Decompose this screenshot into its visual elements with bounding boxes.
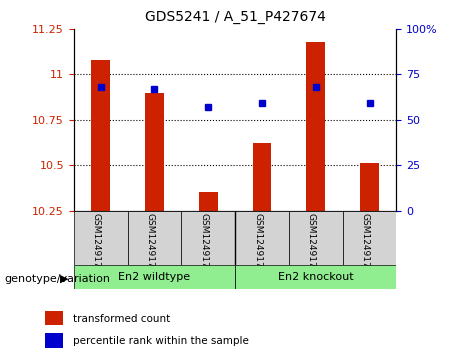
Bar bbox=[91, 60, 110, 211]
Text: GSM1249173: GSM1249173 bbox=[199, 213, 208, 274]
Text: GSM1249171: GSM1249171 bbox=[92, 213, 100, 274]
Bar bbox=[307, 42, 325, 211]
Bar bbox=[145, 93, 164, 211]
Text: En2 wildtype: En2 wildtype bbox=[118, 272, 190, 282]
Text: GSM1249174: GSM1249174 bbox=[253, 213, 262, 274]
Bar bbox=[181, 211, 235, 265]
Text: GSM1249176: GSM1249176 bbox=[361, 213, 370, 274]
Text: transformed count: transformed count bbox=[73, 314, 171, 324]
Bar bbox=[235, 265, 396, 289]
Bar bbox=[45, 334, 63, 348]
Bar bbox=[343, 211, 396, 265]
Bar bbox=[128, 211, 181, 265]
Text: ▶: ▶ bbox=[60, 274, 68, 284]
Text: genotype/variation: genotype/variation bbox=[5, 274, 111, 284]
Bar bbox=[45, 311, 63, 325]
Bar bbox=[74, 265, 235, 289]
Bar bbox=[289, 211, 343, 265]
Text: En2 knockout: En2 knockout bbox=[278, 272, 354, 282]
Text: GSM1249172: GSM1249172 bbox=[145, 213, 154, 274]
Bar bbox=[199, 192, 218, 211]
Title: GDS5241 / A_51_P427674: GDS5241 / A_51_P427674 bbox=[145, 10, 325, 24]
Bar bbox=[360, 163, 379, 211]
Text: percentile rank within the sample: percentile rank within the sample bbox=[73, 336, 249, 346]
Bar bbox=[235, 211, 289, 265]
Text: GSM1249175: GSM1249175 bbox=[307, 213, 316, 274]
Bar bbox=[253, 143, 272, 211]
Bar bbox=[74, 211, 128, 265]
